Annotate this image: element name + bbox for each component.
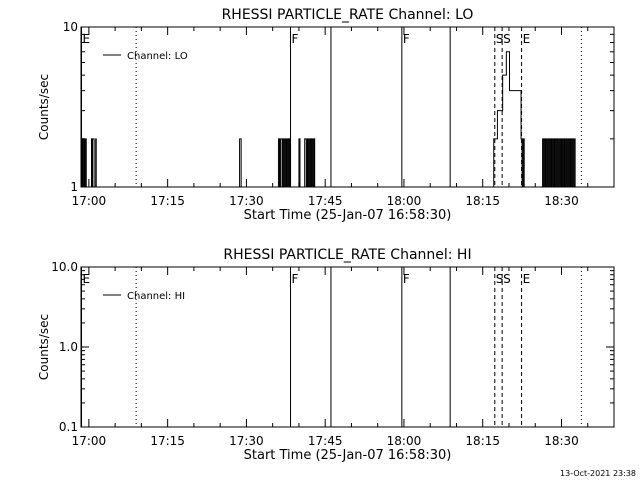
generated-timestamp: 13-Oct-2021 23:38 (560, 469, 636, 478)
y-tick-label: 1 (70, 180, 78, 194)
event-line-label: E (523, 272, 531, 286)
legend-label: Channel: LO (127, 51, 188, 62)
event-line-label: S (503, 272, 511, 286)
event-line-label: F (403, 272, 410, 286)
chart-panel-1: RHESSI PARTICLE_RATE Channel: LO 1 10 17:00… (37, 7, 615, 223)
x-tick-label: 18:30 (544, 194, 579, 208)
x-tick-label: 18:30 (544, 434, 579, 448)
x-tick-label: 18:00 (387, 434, 422, 448)
x-tick-label: 18:15 (465, 434, 500, 448)
x-tick-label: 17:30 (229, 194, 264, 208)
event-line-label: S (496, 32, 504, 46)
chart-panels: RHESSI PARTICLE_RATE Channel: LO 1 10 17:00… (37, 7, 615, 463)
y-tick-label: 0.1 (59, 420, 78, 434)
event-line-label: E (83, 32, 91, 46)
event-line-label: S (496, 272, 504, 286)
event-line-label: E (523, 32, 531, 46)
x-tick-label: 18:15 (465, 194, 500, 208)
x-tick-label: 17:30 (229, 434, 264, 448)
chart-title: RHESSI PARTICLE_RATE Channel: HI (223, 247, 471, 263)
y-tick-label: 10 (63, 20, 78, 34)
event-line-label: F (403, 32, 410, 46)
chart-panel-2: RHESSI PARTICLE_RATE Channel: HI 0.1 1.0 10… (37, 247, 615, 463)
y-tick-label: 1.0 (59, 340, 78, 354)
event-line-label: E (83, 272, 91, 286)
event-line-label: F (292, 272, 299, 286)
event-line-label: S (503, 32, 511, 46)
y-axis-label: Counts/sec (37, 74, 51, 140)
x-tick-label: 17:00 (72, 434, 107, 448)
event-line-label: F (292, 32, 299, 46)
chart-title: RHESSI PARTICLE_RATE Channel: LO (222, 7, 474, 23)
series-line-1 (81, 51, 576, 188)
y-tick-label: 10.0 (51, 260, 78, 274)
x-tick-label: 17:45 (308, 194, 343, 208)
y-axis-label: Counts/sec (37, 314, 51, 380)
x-axis-label: Start Time (25-Jan-07 16:58:30) (244, 208, 452, 223)
legend-label: Channel: HI (127, 291, 185, 302)
x-tick-label: 17:00 (72, 194, 107, 208)
x-tick-label: 17:15 (150, 434, 185, 448)
x-axis-label: Start Time (25-Jan-07 16:58:30) (244, 448, 452, 463)
x-tick-label: 17:45 (308, 434, 343, 448)
x-tick-label: 17:15 (150, 194, 185, 208)
x-tick-label: 18:00 (387, 194, 422, 208)
